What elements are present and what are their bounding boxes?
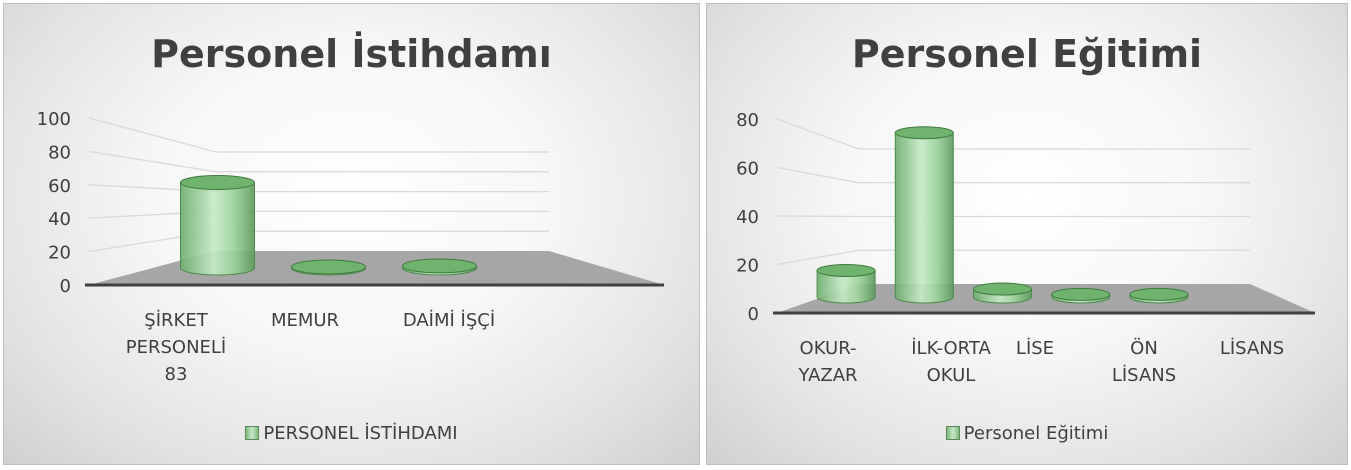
bar-top [894,126,954,140]
x-tick-label: LİSANS [1112,365,1176,386]
gridline-side [776,215,860,218]
x-tick-label: OKUR- [800,338,857,359]
x-tick-label: YAZAR [797,365,857,386]
bar [180,175,255,276]
x-tick-label: MEMUR [271,310,339,331]
legend-label: PERSONEL İSTİHDAMI [263,423,458,444]
data-label: 83 [165,364,188,385]
gridline-side [776,166,860,184]
bar-top [1129,287,1189,301]
y-tick-label: 60 [48,176,71,197]
y-tick-label: 60 [736,159,759,180]
chart-title: Personel İstihdamı [151,32,552,76]
bar-top [973,282,1032,296]
bar-body [894,132,954,304]
chart-legend: PERSONEL İSTİHDAMI [4,423,699,444]
chart-panel-personel-istihdami: 0 20 40 60 80 100 ŞİRKET PERSONELİ 83 MEMUR DAİMİ … [3,3,700,465]
bar-body [816,270,876,304]
chart-floor [89,251,664,285]
y-tick-label: 0 [748,304,759,325]
bar [894,126,954,304]
y-tick-label: 40 [736,207,759,228]
x-tick-label: ÖN [1130,337,1158,359]
bar [1129,287,1189,304]
bar [402,258,477,276]
bar [816,264,876,304]
bar-body [180,182,255,276]
x-tick-label: İLK-ORTA [911,338,991,359]
y-tick-label: 20 [48,243,71,264]
chart-title: Personel Eğitimi [851,32,1203,76]
y-tick-label: 0 [60,276,71,297]
bar-top [402,258,477,274]
bar-top [180,175,255,191]
y-tick-label: 100 [37,109,71,130]
gridline-side [776,249,860,266]
legend-swatch [945,426,960,440]
legend-label: Personel Eğitimi [963,423,1109,444]
y-tick-label: 20 [736,256,759,277]
gridline-side [88,117,217,153]
bar [291,259,366,276]
x-tick-label: LİSE [1016,338,1054,359]
bar [973,282,1032,304]
gridline-side [88,150,217,173]
bar-top [291,259,366,275]
chart-panel-personel-egitimi: 0 20 40 60 80 OKUR- YAZAR İLK-ORTA OKUL LİSE ÖN LİS… [706,3,1348,465]
y-tick-label: 80 [48,142,71,163]
gridline-side [776,118,860,150]
x-tick-label: OKUL [927,365,976,386]
bar-top [1051,287,1111,301]
bar [1051,287,1111,304]
chart-legend: Personel Eğitimi [707,423,1347,444]
y-tick-label: 80 [736,110,759,131]
legend-swatch [245,426,260,440]
chart-plot: 0 20 40 60 80 OKUR- YAZAR İLK-ORTA OKUL LİSE ÖN LİS… [736,110,1315,386]
bar-top [816,264,876,278]
x-tick-label: LİSANS [1220,338,1284,359]
x-tick-label: PERSONELİ [126,337,227,358]
x-tick-label: DAİMİ İŞÇİ [403,310,495,331]
y-tick-label: 40 [48,209,71,230]
chart-plot: 0 20 40 60 80 100 ŞİRKET PERSONELİ 83 MEMUR DAİMİ … [37,109,664,385]
x-tick-label: ŞİRKET [144,310,208,331]
